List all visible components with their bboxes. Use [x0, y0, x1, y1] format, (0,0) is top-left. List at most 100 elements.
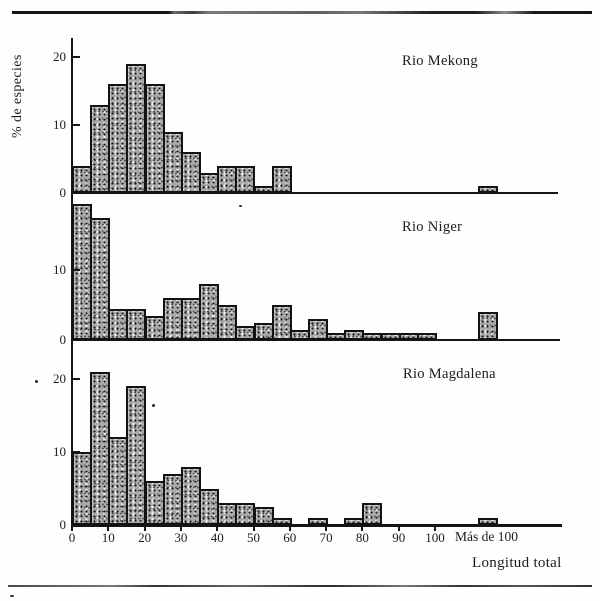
histogram-bar: [217, 165, 238, 193]
panel-title-rio-niger: Rio Niger: [402, 219, 463, 235]
histogram-bar: [72, 452, 93, 525]
scan-speck: [10, 595, 14, 597]
y-tick-label: 20: [53, 371, 66, 386]
x-tick-mark: [179, 526, 182, 531]
histogram-bar: [271, 165, 292, 193]
histogram-bar: [162, 473, 183, 525]
y-tick-label: 0: [59, 185, 67, 200]
histogram-bar: [199, 284, 220, 340]
y-tick-label: 10: [53, 444, 66, 459]
x-tick-mark: [325, 526, 328, 531]
y-tick-label: 20: [53, 49, 66, 64]
x-tick-label: 80: [355, 530, 369, 545]
x-tick-label: 50: [247, 530, 260, 545]
panel-title-rio-magdalena: Rio Magdalena: [403, 366, 496, 382]
y-tick-mark: [72, 124, 80, 126]
histogram-bar: [126, 386, 147, 525]
histogram-bar: [144, 84, 165, 193]
y-tick-label: 0: [59, 332, 67, 347]
y-tick-mark: [72, 56, 80, 58]
x-tick-mark: [107, 526, 110, 531]
y-tick-label: 0: [59, 517, 67, 532]
histogram-bar: [416, 333, 437, 340]
x-tick-mark: [71, 526, 73, 531]
x-tick-mark: [143, 526, 146, 531]
x-baseline-mekong: [71, 191, 558, 194]
histogram-bar: [344, 329, 365, 340]
histogram-bar: [217, 503, 238, 525]
x-tick-mark: [288, 526, 291, 531]
histogram-bar: [253, 506, 274, 526]
histogram-bar: [108, 437, 129, 525]
histogram-bar: [162, 131, 183, 193]
top-horizontal-rule: [12, 11, 592, 14]
histogram-bar: [180, 298, 201, 340]
histogram-bar: [478, 312, 498, 340]
y-tick-mark: [72, 378, 80, 380]
x-tick-label: 100: [425, 530, 445, 545]
histogram-bar: [217, 305, 238, 340]
x-tick-label: 60: [283, 530, 297, 545]
histogram-bar: [344, 517, 365, 525]
x-tick-label: 20: [138, 530, 152, 545]
histogram-bar: [362, 333, 383, 340]
histogram-bar: [144, 315, 165, 340]
histogram-bar: [326, 333, 347, 340]
x-tick-mark: [252, 526, 255, 531]
histogram-bar: [478, 186, 498, 193]
histogram-bar: [162, 298, 183, 340]
x-tick-label: 90: [392, 530, 406, 545]
x-tick-label-mas-de-100: Más de 100: [455, 529, 518, 544]
x-tick-mark: [361, 526, 364, 531]
histogram-bar: [271, 517, 292, 525]
histogram-bar: [144, 481, 165, 525]
histogram-bar: [180, 466, 201, 525]
histogram-bar: [478, 517, 498, 525]
histogram-bar: [126, 63, 147, 193]
histogram-bar: [380, 333, 401, 340]
histogram-bar: [90, 371, 111, 525]
panel-title-rio-mekong: Rio Mekong: [402, 53, 478, 69]
x-axis-title: Longitud total: [472, 555, 562, 571]
scan-speck: [152, 404, 155, 407]
histogram-bar: [253, 322, 274, 340]
histogram-bar: [108, 84, 129, 193]
histogram-bar: [398, 333, 419, 340]
x-baseline-magdalena: [71, 523, 562, 527]
histogram-bar: [180, 152, 201, 193]
histogram-bar: [235, 326, 256, 340]
x-tick-label: 10: [101, 530, 115, 545]
x-tick-mark: [397, 526, 400, 531]
x-tick-mark: [434, 526, 436, 531]
histogram-bar: [90, 217, 111, 340]
x-tick-label: 30: [174, 530, 188, 545]
y-tick-label: 10: [53, 262, 66, 277]
scan-speck: [239, 205, 242, 207]
histogram-bar: [307, 319, 328, 340]
histogram-bar: [126, 308, 147, 340]
histogram-bar: [307, 517, 328, 525]
histogram-bar: [199, 488, 220, 525]
histogram-bar: [199, 172, 220, 193]
bottom-horizontal-rule: [8, 585, 592, 587]
y-axis-title: % de especies: [10, 54, 25, 138]
histogram-bar: [235, 503, 256, 525]
x-tick-label: 40: [210, 530, 224, 545]
histogram-bar: [289, 329, 310, 340]
y-tick-mark: [72, 269, 80, 271]
histogram-bar: [90, 104, 111, 193]
x-tick-label: 70: [319, 530, 333, 545]
histogram-bar: [271, 305, 292, 340]
histogram-bar: [108, 308, 129, 340]
histogram-bar: [72, 165, 93, 193]
x-tick-mark: [216, 526, 219, 531]
histogram-bar: [235, 165, 256, 193]
histogram-bar: [72, 203, 93, 340]
y-tick-label: 10: [53, 117, 66, 132]
x-tick-label: 0: [68, 530, 76, 545]
scan-speck: [35, 380, 38, 383]
histogram-bar: [362, 503, 383, 525]
histogram-bar: [253, 186, 274, 193]
y-tick-mark: [72, 451, 80, 453]
